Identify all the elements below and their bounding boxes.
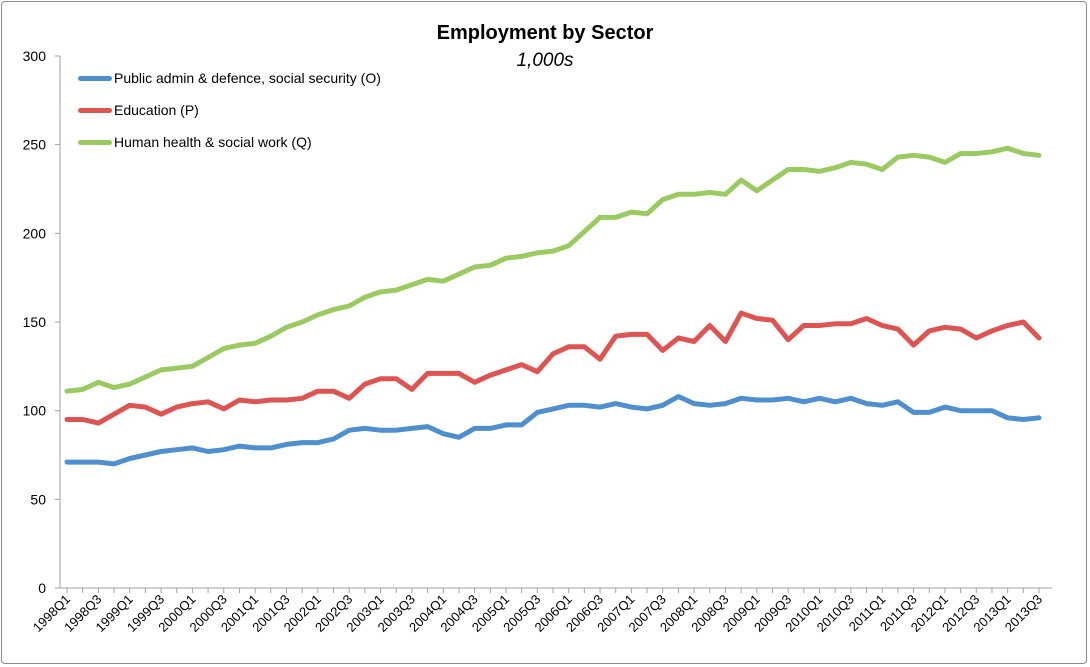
y-tick-label: 50 bbox=[30, 491, 46, 507]
legend-item-education: Education (P) bbox=[78, 94, 381, 126]
legend-item-health: Human health & social work (Q) bbox=[78, 126, 381, 158]
legend: Public admin & defence, social security … bbox=[78, 62, 381, 158]
legend-swatch bbox=[78, 75, 112, 81]
chart-subtitle: 1,000s bbox=[516, 50, 574, 71]
y-tick-label: 150 bbox=[23, 314, 47, 330]
chart-title: Employment by Sector bbox=[436, 22, 654, 44]
legend-swatch bbox=[78, 139, 112, 145]
legend-label: Human health & social work (Q) bbox=[114, 134, 312, 150]
y-tick-label: 200 bbox=[23, 225, 47, 241]
legend-label: Public admin & defence, social security … bbox=[114, 70, 381, 86]
legend-item-public-admin: Public admin & defence, social security … bbox=[78, 62, 381, 94]
y-tick-label: 250 bbox=[23, 137, 47, 153]
y-tick-label: 0 bbox=[38, 580, 46, 596]
legend-label: Education (P) bbox=[114, 102, 199, 118]
y-tick-label: 100 bbox=[23, 403, 47, 419]
legend-swatch bbox=[78, 107, 112, 113]
y-tick-label: 300 bbox=[23, 48, 47, 64]
